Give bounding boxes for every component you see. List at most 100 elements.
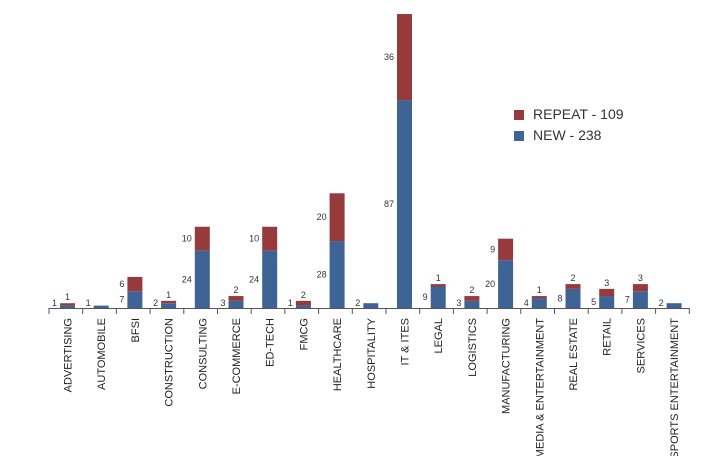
category-label: FMCG: [298, 318, 310, 350]
data-label-repeat: 36: [384, 52, 394, 62]
category-label: LOGISTICS: [467, 318, 479, 377]
bar-repeat: [498, 238, 514, 261]
legend-swatch-repeat: [514, 110, 524, 120]
data-label-new: 7: [119, 295, 124, 305]
bar-new: [329, 241, 345, 308]
data-label-new: 8: [557, 293, 562, 303]
data-label-new: 24: [249, 274, 259, 284]
category-label: MEDIA & ENTERTAINMENT: [534, 318, 546, 456]
data-label-repeat: 3: [638, 273, 643, 283]
bar-repeat: [127, 276, 143, 292]
bar-repeat: [262, 226, 278, 251]
category-label: BFSI: [130, 318, 142, 342]
category-labels-layer: ADVERTISING AUTOMOBILE BFSI CONSTRUCTION CON…: [63, 317, 682, 458]
bar-new: [565, 288, 581, 308]
category-label: CONSULTING: [197, 318, 209, 389]
bar-repeat: [60, 303, 75, 306]
bar-repeat: [632, 284, 648, 292]
bar-repeat: [228, 296, 244, 301]
data-label-repeat: 6: [119, 279, 124, 289]
bar-new: [228, 300, 244, 308]
bar-new: [127, 291, 143, 308]
bar-repeat: [161, 300, 177, 304]
bar-repeat: [565, 284, 581, 289]
data-label-repeat: 2: [233, 285, 238, 295]
data-label-repeat: 20: [317, 212, 327, 222]
data-label-repeat: 1: [65, 292, 70, 302]
bar-repeat: [430, 284, 446, 287]
bar-new: [430, 286, 446, 308]
category-label: ADVERTISING: [63, 318, 75, 392]
bar-new: [60, 305, 75, 308]
data-label-new: 2: [659, 298, 664, 308]
data-label-new: 4: [524, 298, 529, 308]
bars-layer: [60, 14, 682, 308]
data-label-new: 1: [86, 298, 91, 308]
data-label-new: 24: [182, 274, 192, 284]
data-label-repeat: 2: [301, 290, 306, 300]
category-label: RETAIL: [602, 318, 614, 356]
data-label-new: 2: [153, 298, 158, 308]
data-label-repeat: 10: [182, 234, 192, 244]
bar-new: [498, 260, 514, 308]
bar-repeat: [531, 296, 547, 299]
data-label-new: 5: [591, 297, 596, 307]
category-label: MANUFACTURING: [501, 318, 513, 414]
bar-new: [363, 303, 379, 308]
data-label-repeat: 3: [604, 278, 609, 288]
category-label: SERVICES: [635, 318, 647, 373]
data-label-repeat: 9: [490, 244, 495, 254]
data-label-repeat: 2: [570, 273, 575, 283]
data-label-new: 3: [220, 298, 225, 308]
category-label: ED-TECH: [265, 318, 277, 367]
legend-label-new: NEW - 238: [533, 127, 602, 143]
category-label: AUTOMOBILE: [96, 318, 108, 390]
data-label-repeat: 1: [436, 273, 441, 283]
legend-label-repeat: REPEAT - 109: [533, 106, 624, 122]
data-label-new: 7: [625, 295, 630, 305]
category-label: SPORTS ENTERTAINMENT: [669, 318, 681, 456]
legend: REPEAT - 109 NEW - 238: [514, 106, 624, 143]
category-label: IT & ITES: [400, 318, 412, 365]
x-axis: [48, 308, 690, 314]
category-label: LEGAL: [433, 318, 445, 353]
bar-new: [295, 305, 311, 308]
category-label: HEALTHCARE: [332, 318, 344, 391]
category-label: REAL ESTATE: [568, 318, 580, 391]
data-label-new: 1: [288, 298, 293, 308]
bar-repeat: [295, 300, 311, 306]
bar-repeat: [464, 296, 480, 301]
data-label-new: 3: [456, 298, 461, 308]
bar-repeat: [329, 193, 345, 242]
legend-swatch-new: [514, 131, 524, 141]
data-label-repeat: 2: [469, 285, 474, 295]
value-labels-layer: 111 7621241032241012282028736913220941825…: [52, 52, 664, 308]
data-label-new: 9: [423, 292, 428, 302]
bar-new: [161, 303, 177, 308]
category-label: CONSTRUCTION: [164, 318, 176, 407]
data-label-repeat: 1: [166, 290, 171, 300]
category-label: HOSPITALITY: [366, 317, 378, 388]
data-label-new: 28: [317, 270, 327, 280]
data-label-new: 87: [384, 199, 394, 209]
bar-new: [93, 305, 109, 308]
bar-repeat: [599, 288, 615, 297]
data-label-repeat: 1: [537, 285, 542, 295]
bar-new: [666, 303, 682, 308]
bar-new: [531, 298, 547, 308]
bar-new: [599, 296, 615, 308]
bar-new: [632, 291, 648, 308]
data-label-new: 2: [355, 298, 360, 308]
category-label: E-COMMERCE: [231, 318, 243, 394]
bar-repeat: [397, 14, 412, 101]
bar-new: [397, 100, 412, 308]
data-label-repeat: 10: [249, 234, 259, 244]
bar-new: [464, 300, 480, 308]
bar-new: [194, 250, 210, 308]
bar-new: [262, 250, 278, 308]
data-label-new: 1: [52, 298, 57, 308]
bar-repeat: [194, 226, 210, 251]
data-label-new: 20: [485, 279, 495, 289]
